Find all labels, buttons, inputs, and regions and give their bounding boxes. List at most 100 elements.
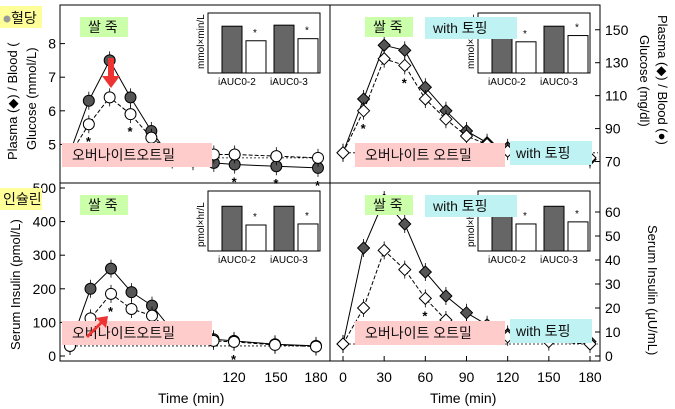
inset-ylabel: mmol×min/L <box>466 14 477 69</box>
inset-glucose-porridge: mmol×min/L * iAUC0-2 * iAUC0-3 <box>196 12 321 88</box>
data-point-glucose-topping-1-1 <box>356 104 371 118</box>
inset-category-label: iAUC0-2 <box>488 77 526 88</box>
x-tick-label-right: 180 <box>578 369 602 385</box>
inset-category-label: iAUC0-2 <box>218 255 256 266</box>
glucose-title-bg <box>0 6 42 28</box>
left-bottom-axis-label: Serum Insulin (pmol/L) <box>8 219 23 350</box>
inset-star: * <box>305 211 309 222</box>
inset-bar-open <box>567 221 589 252</box>
y-tick-label: 6 <box>48 103 56 119</box>
data-point-insulin-porridge-1-8 <box>228 335 240 348</box>
meal-tag: 쌀 죽 <box>373 19 403 35</box>
inset-bar-filled <box>273 24 295 74</box>
y-right-tick-label: 0 <box>605 348 613 364</box>
data-point-glucose-porridge-1-3 <box>124 108 137 121</box>
significance-star: * <box>232 175 238 190</box>
y-tick-label: 200 <box>33 281 57 297</box>
y-right-tick-label: 10 <box>605 324 621 340</box>
data-point-glucose-topping-1-4 <box>418 92 433 106</box>
inset-star: * <box>253 212 257 223</box>
inset-bar-open <box>515 223 537 252</box>
inset-bar-open <box>297 223 319 252</box>
panel-glucose-topping: * * * 70 90 110 130 150 mmol×min/L * iAUC0-2 * iAUC0… <box>336 12 629 170</box>
y-right-tick-label: 150 <box>605 22 629 38</box>
inset-star: * <box>575 209 579 220</box>
significance-star: * <box>361 121 367 136</box>
data-point-glucose-topping-0-2 <box>377 38 391 52</box>
data-point-insulin-porridge-1-2 <box>105 287 117 300</box>
data-point-insulin-topping-1-0 <box>336 337 350 351</box>
data-point-insulin-topping-0-4 <box>418 265 433 279</box>
oatmeal-tag-bg <box>62 143 212 167</box>
inset-bar-open <box>567 35 589 74</box>
significance-star: * <box>128 124 134 139</box>
significance-star: * <box>231 352 237 367</box>
data-point-glucose-topping-1-6 <box>459 129 474 143</box>
topping-tag-bg <box>425 195 517 217</box>
x-tick-label-right: 60 <box>418 369 434 385</box>
x-tick-label-right: 90 <box>459 369 475 385</box>
data-point-insulin-porridge-0-2 <box>105 262 117 275</box>
meal-tag-bg <box>80 17 128 37</box>
left-top-axis-label-2: Glucose (mmol/L) <box>24 47 39 150</box>
red-arrow-down-icon <box>102 58 120 88</box>
panel-glucose-porridge: * * * * * 5 6 7 8 mmol×min/L * iAUC0-2 * iAUC0-3 쌀 죽오버… <box>48 12 326 193</box>
x-axis-label-right: Time (min) <box>430 390 496 406</box>
y-tick-label: 5 <box>48 136 56 152</box>
y-tick-label: 100 <box>33 314 57 330</box>
meal-tag-bg <box>365 17 413 37</box>
x-tick-label-right: 120 <box>496 369 520 385</box>
data-point-insulin-topping-0-3 <box>398 217 412 231</box>
inset-star: * <box>523 29 527 40</box>
inset-category-label: iAUC0-3 <box>540 77 578 88</box>
y-right-tick-label: 130 <box>605 55 629 71</box>
y-right-tick-label: 90 <box>605 121 621 137</box>
topping-tag: with 토핑 <box>432 198 488 214</box>
data-point-glucose-topping-1-2 <box>377 52 391 66</box>
data-point-glucose-porridge-1-10 <box>312 151 324 164</box>
inset-ylabel: pmol×hr/L <box>196 202 207 247</box>
panel-insulin-porridge: ***0100200300400500pmol×hr/L*iAUC0-2*iAU… <box>33 180 324 367</box>
significance-star: * <box>402 75 408 90</box>
data-point-insulin-topping-0-6 <box>459 306 474 320</box>
oatmeal-tag-bg <box>62 321 212 345</box>
inset-category-label: iAUC0-2 <box>218 77 256 88</box>
inset-bar-open <box>245 224 267 252</box>
glucose-title: 혈당 <box>11 10 37 26</box>
inset-bar-open <box>515 41 537 74</box>
data-point-insulin-porridge-0-1 <box>84 282 97 295</box>
data-point-insulin-topping-0-1 <box>356 241 371 255</box>
y-right-tick-label: 60 <box>605 204 621 220</box>
significance-star: * <box>86 134 92 149</box>
data-point-insulin-porridge-1-3 <box>125 302 138 315</box>
right-bottom-axis-label: Serum Insulin (μU/mL) <box>645 225 660 355</box>
data-point-insulin-topping-1-2 <box>377 243 391 258</box>
inset-star: * <box>575 23 579 34</box>
y-tick-label: 0 <box>48 348 56 364</box>
frame-insulin-topping <box>329 182 601 362</box>
inset-bar-filled <box>221 205 243 252</box>
inset-star: * <box>523 211 527 222</box>
data-point-glucose-porridge-1-8 <box>228 148 241 161</box>
topping-tag-bottom: with 토핑 <box>515 323 571 339</box>
inset-star: * <box>253 28 257 39</box>
data-point-insulin-topping-0-5 <box>439 289 453 303</box>
inset-bar-open <box>245 40 267 74</box>
x-tick-label-right: 30 <box>376 369 392 385</box>
oatmeal-tag: 오버나이트오트밀 <box>72 325 175 341</box>
y-tick-label: 400 <box>33 214 57 230</box>
inset-bar-open <box>297 38 319 74</box>
y-right-tick-label: 40 <box>605 252 621 268</box>
data-point-glucose-porridge-0-3 <box>124 91 137 104</box>
data-point-insulin-porridge-1-4 <box>146 309 158 322</box>
oatmeal-tag-bg <box>355 143 505 167</box>
inset-category-label: iAUC0-2 <box>488 255 526 266</box>
inset-category-label: iAUC0-3 <box>540 255 578 266</box>
right-top-axis-label-2: Glucose (mg/dl) <box>637 35 652 127</box>
oatmeal-tag: 오버나이트 오트밀 <box>365 147 472 163</box>
data-point-glucose-porridge-1-9 <box>270 150 283 163</box>
inset-ylabel: mmol×min/L <box>196 14 207 69</box>
significance-star: * <box>422 308 428 323</box>
oatmeal-tag: 오버나이트오트밀 <box>72 147 175 163</box>
panel-insulin-topping: * * * 0 10 20 30 40 50 60 pmol×hr/L * iAUC0-2 * iAUC0-… <box>336 190 621 364</box>
